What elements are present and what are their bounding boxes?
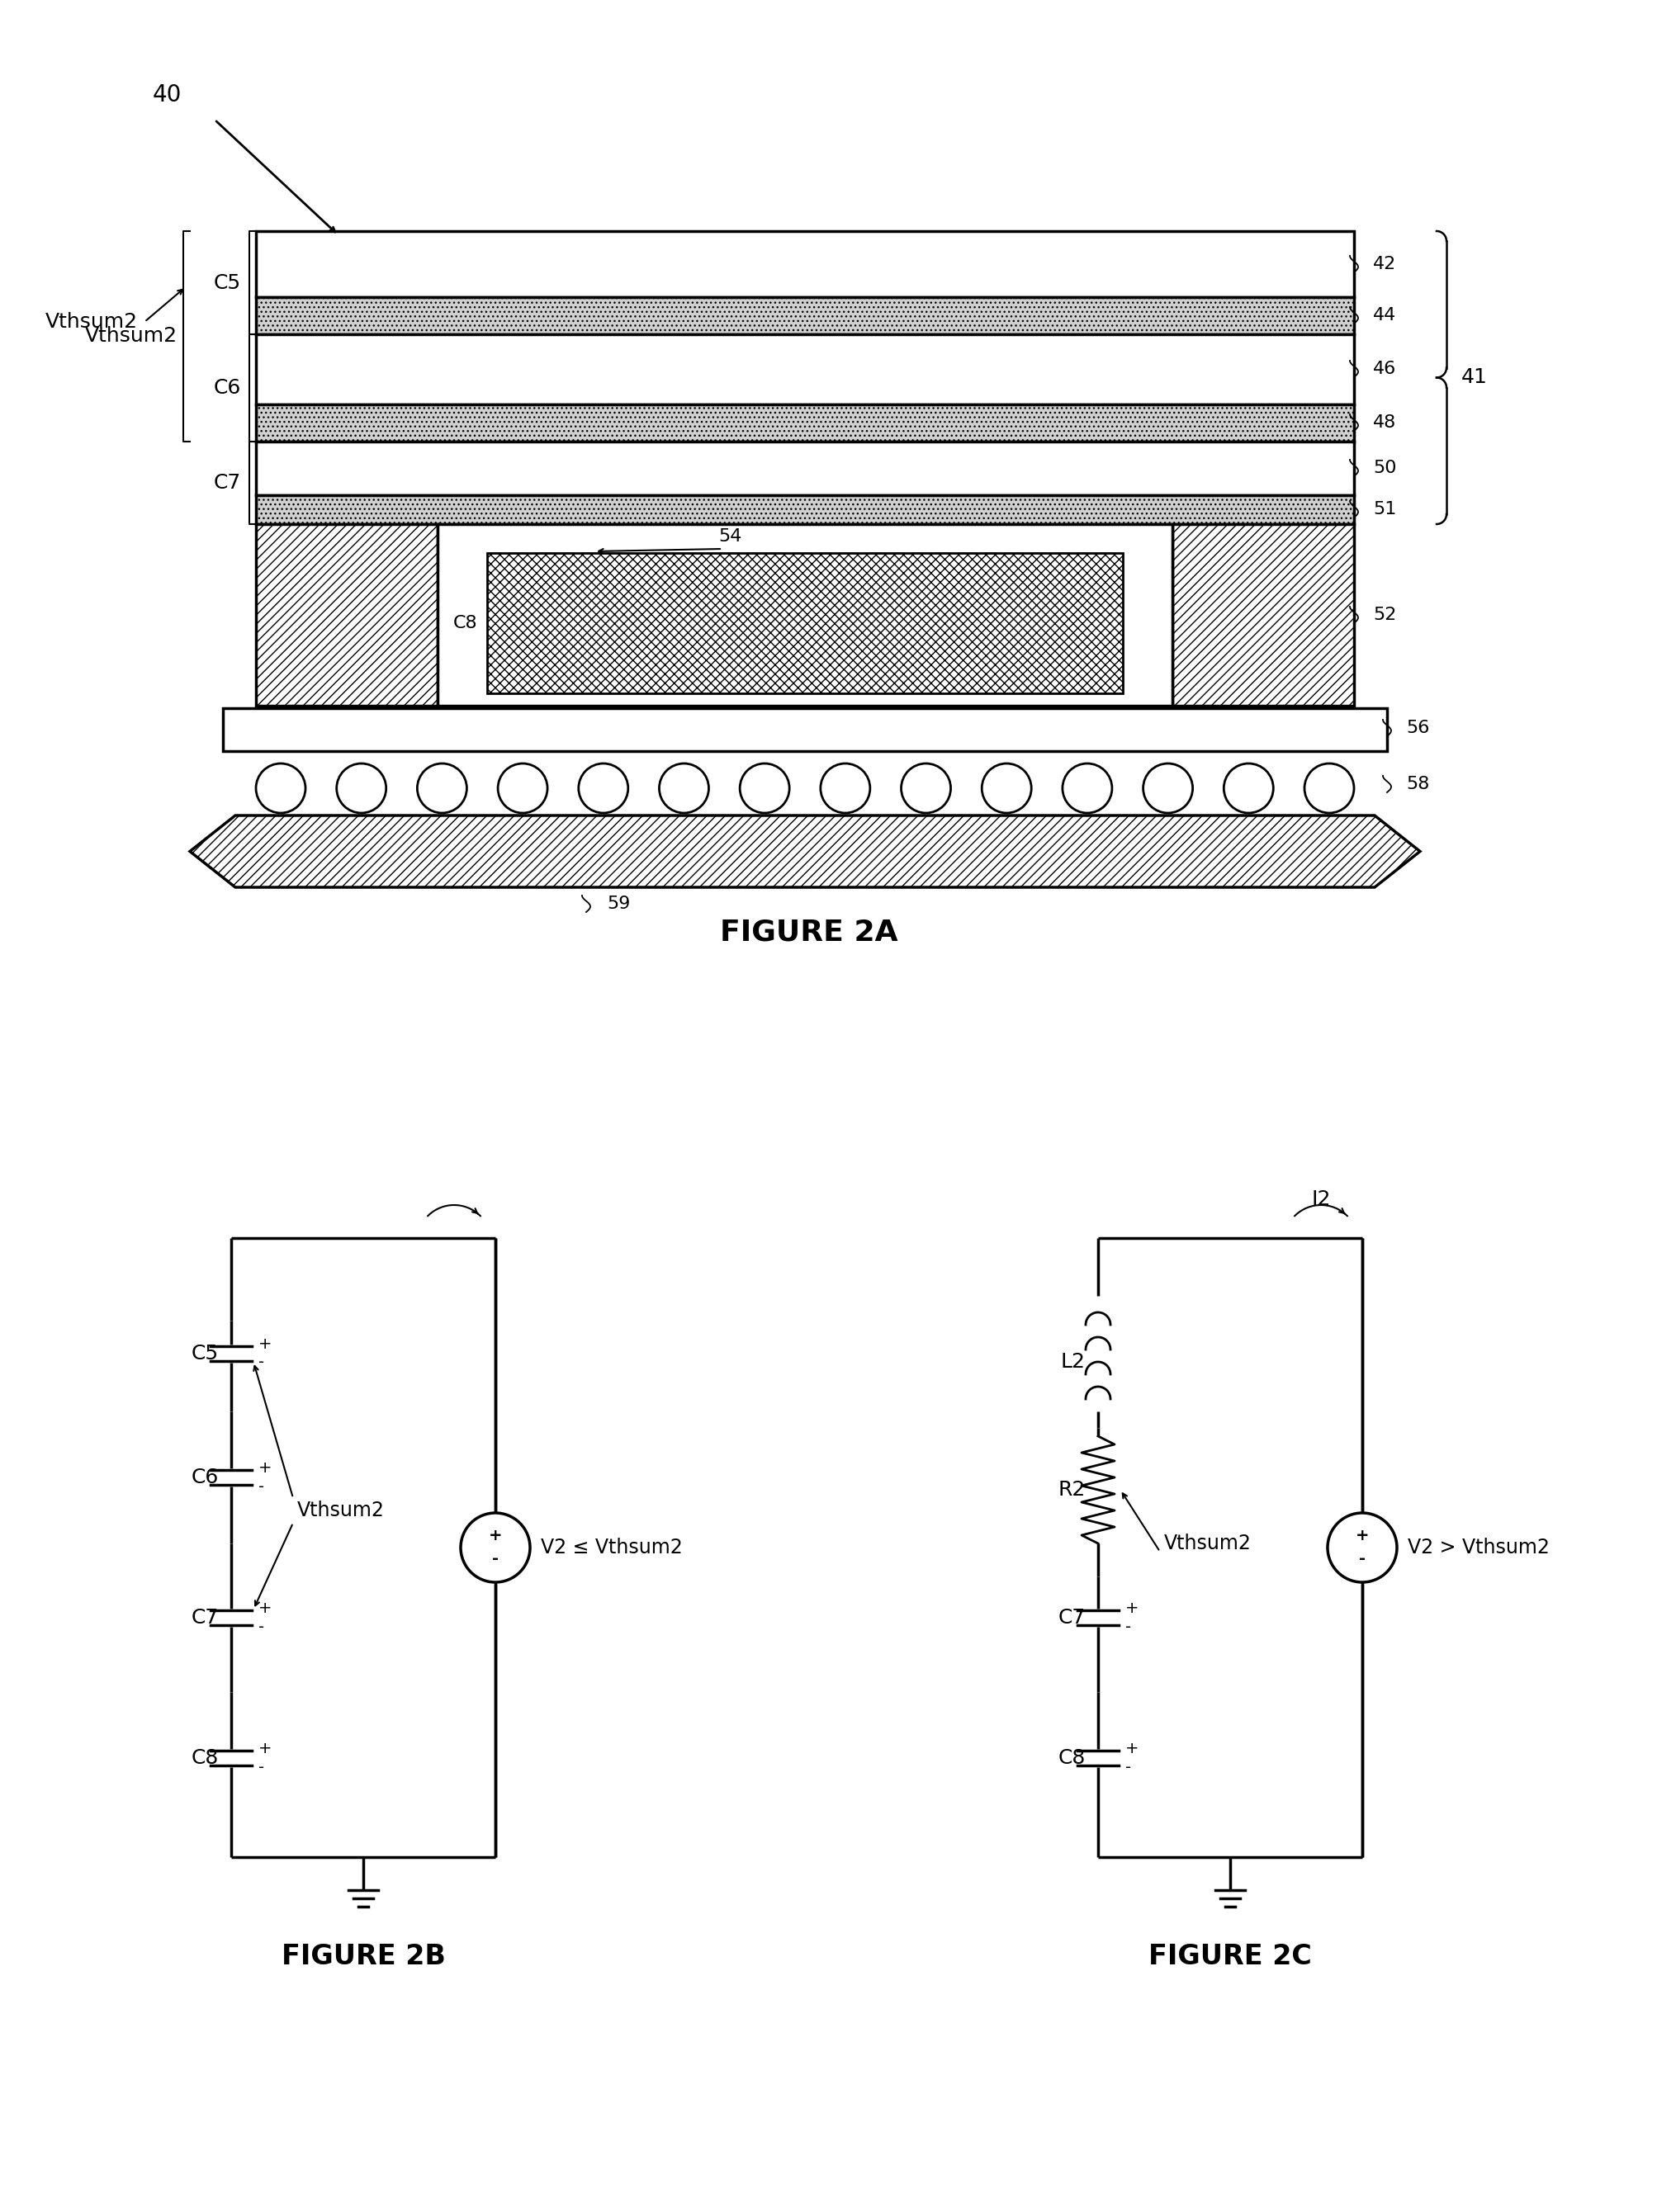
Text: Vthsum2: Vthsum2 bbox=[297, 1500, 384, 1520]
Circle shape bbox=[418, 763, 467, 814]
Bar bbox=[222, 708, 1387, 752]
Bar bbox=[255, 495, 1354, 524]
Text: -: - bbox=[1359, 1551, 1365, 1566]
Text: FIGURE 2B: FIGURE 2B bbox=[282, 1942, 446, 1969]
Text: +: + bbox=[1355, 1528, 1369, 1544]
Text: FIGURE 2C: FIGURE 2C bbox=[1148, 1942, 1311, 1969]
Text: R2: R2 bbox=[1057, 1480, 1085, 1500]
Text: 54: 54 bbox=[717, 529, 741, 544]
Text: Vthsum2: Vthsum2 bbox=[85, 327, 177, 347]
Bar bbox=[255, 524, 437, 706]
Bar bbox=[255, 405, 1354, 442]
Text: 41: 41 bbox=[1460, 367, 1486, 387]
Circle shape bbox=[336, 763, 386, 814]
Text: Vthsum2: Vthsum2 bbox=[1163, 1533, 1251, 1553]
Text: I2: I2 bbox=[1311, 1190, 1331, 1210]
Circle shape bbox=[1143, 763, 1191, 814]
Text: C5: C5 bbox=[191, 1343, 219, 1363]
Circle shape bbox=[1223, 763, 1273, 814]
Bar bbox=[255, 230, 1354, 296]
Text: -: - bbox=[258, 1354, 263, 1371]
Text: L2: L2 bbox=[1060, 1352, 1085, 1371]
Polygon shape bbox=[191, 816, 1420, 887]
Text: -: - bbox=[258, 1619, 263, 1635]
Text: +: + bbox=[1125, 1601, 1138, 1617]
Text: V2 > Vthsum2: V2 > Vthsum2 bbox=[1407, 1537, 1549, 1557]
Text: 50: 50 bbox=[1372, 460, 1395, 476]
Text: 56: 56 bbox=[1405, 719, 1428, 737]
Text: +: + bbox=[258, 1460, 272, 1475]
Bar bbox=[437, 524, 1171, 706]
Circle shape bbox=[461, 1513, 530, 1582]
Text: V2 ≤ Vthsum2: V2 ≤ Vthsum2 bbox=[540, 1537, 683, 1557]
Text: 42: 42 bbox=[1372, 257, 1395, 272]
Text: 52: 52 bbox=[1372, 606, 1395, 624]
Circle shape bbox=[739, 763, 789, 814]
Text: +: + bbox=[1125, 1741, 1138, 1756]
Text: FIGURE 2A: FIGURE 2A bbox=[719, 918, 898, 947]
Text: 58: 58 bbox=[1405, 776, 1428, 792]
Circle shape bbox=[255, 763, 305, 814]
Text: C7: C7 bbox=[191, 1608, 219, 1628]
Text: C6: C6 bbox=[191, 1467, 219, 1486]
Text: -: - bbox=[1125, 1619, 1130, 1635]
Text: C6: C6 bbox=[214, 378, 240, 398]
Text: 59: 59 bbox=[606, 896, 630, 911]
Text: 44: 44 bbox=[1372, 307, 1395, 323]
Text: C8: C8 bbox=[191, 1747, 219, 1767]
Circle shape bbox=[659, 763, 709, 814]
Text: C7: C7 bbox=[214, 473, 240, 493]
Text: -: - bbox=[258, 1759, 263, 1774]
Circle shape bbox=[901, 763, 949, 814]
Circle shape bbox=[1327, 1513, 1397, 1582]
Text: 48: 48 bbox=[1372, 414, 1395, 431]
Text: 40: 40 bbox=[152, 84, 182, 106]
Circle shape bbox=[578, 763, 628, 814]
Text: C8: C8 bbox=[452, 615, 477, 630]
Text: +: + bbox=[258, 1741, 272, 1756]
Text: C5: C5 bbox=[214, 272, 240, 292]
Text: Vthsum2: Vthsum2 bbox=[45, 312, 138, 332]
Text: -: - bbox=[1125, 1759, 1130, 1774]
Circle shape bbox=[820, 763, 870, 814]
Text: +: + bbox=[489, 1528, 502, 1544]
Bar bbox=[255, 334, 1354, 405]
Text: 46: 46 bbox=[1372, 361, 1395, 378]
Text: C8: C8 bbox=[1057, 1747, 1085, 1767]
Text: -: - bbox=[492, 1551, 499, 1566]
Text: C7: C7 bbox=[1057, 1608, 1085, 1628]
Circle shape bbox=[1304, 763, 1354, 814]
Text: 51: 51 bbox=[1372, 500, 1395, 518]
Bar bbox=[1171, 524, 1354, 706]
Circle shape bbox=[981, 763, 1031, 814]
Bar bbox=[255, 442, 1354, 495]
Bar bbox=[487, 553, 1122, 692]
Text: -: - bbox=[258, 1478, 263, 1495]
Circle shape bbox=[497, 763, 547, 814]
Text: +: + bbox=[258, 1336, 272, 1352]
Bar bbox=[255, 296, 1354, 334]
Circle shape bbox=[1062, 763, 1112, 814]
Text: +: + bbox=[258, 1601, 272, 1617]
